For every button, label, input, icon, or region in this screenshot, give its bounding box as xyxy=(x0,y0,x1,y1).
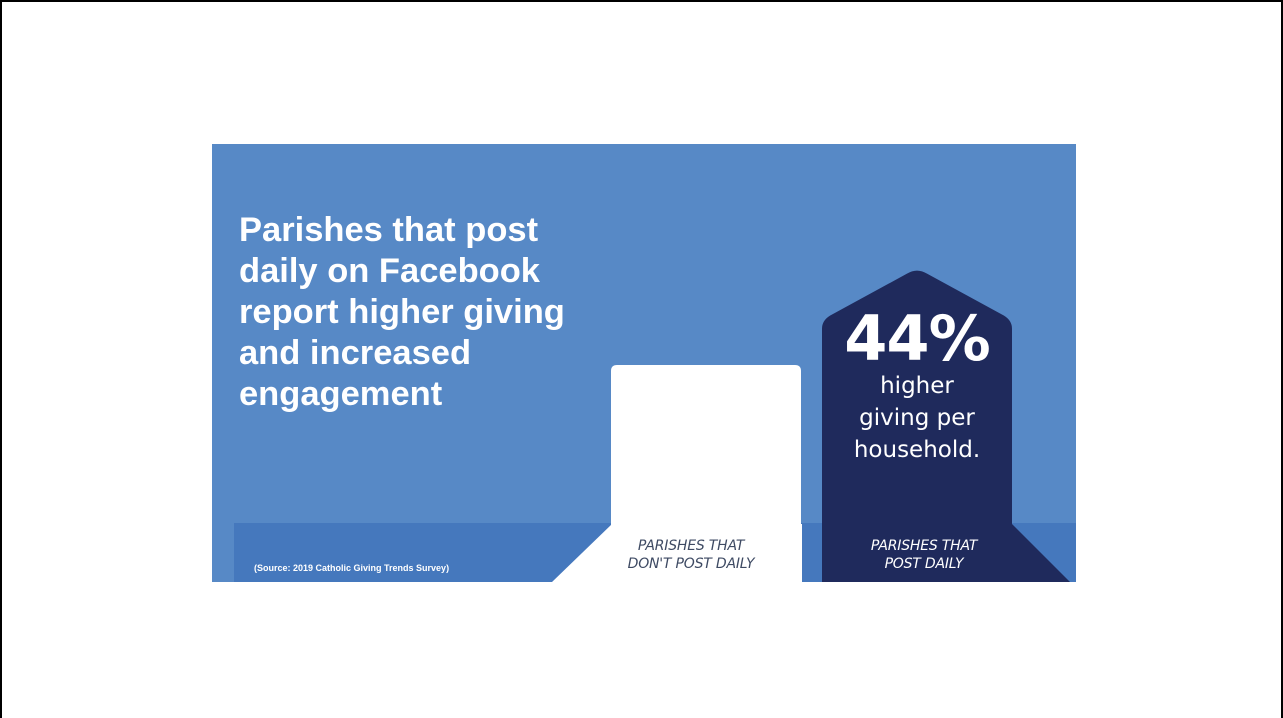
category-label-dont-post-daily: PARISHES THAT DON'T POST DAILY xyxy=(591,537,791,573)
chart-graphic xyxy=(212,144,1076,582)
headline: Parishes that post daily on Facebook rep… xyxy=(239,211,565,413)
highlight-caption-line: higher xyxy=(880,373,954,399)
bar-dont-post-daily xyxy=(611,365,801,582)
category-label-line: PARISHES THAT xyxy=(637,538,745,554)
highlight-caption-line: household. xyxy=(853,437,981,463)
source-note: (Source: 2019 Catholic Giving Trends Sur… xyxy=(254,563,450,573)
category-label-post-daily: PARISHES THAT POST DAILY xyxy=(824,537,1024,573)
highlight-value: 44% xyxy=(844,302,990,375)
category-label-line: PARISHES THAT xyxy=(870,538,978,554)
category-label-line: POST DAILY xyxy=(884,556,964,572)
category-label-line: DON'T POST DAILY xyxy=(627,556,755,572)
bar-post-daily xyxy=(822,270,1012,582)
infographic-slide: Parishes that post daily on Facebook rep… xyxy=(212,144,1076,582)
highlight-caption-line: giving per xyxy=(859,405,975,431)
highlight-caption: higher giving per household. xyxy=(822,370,1012,466)
